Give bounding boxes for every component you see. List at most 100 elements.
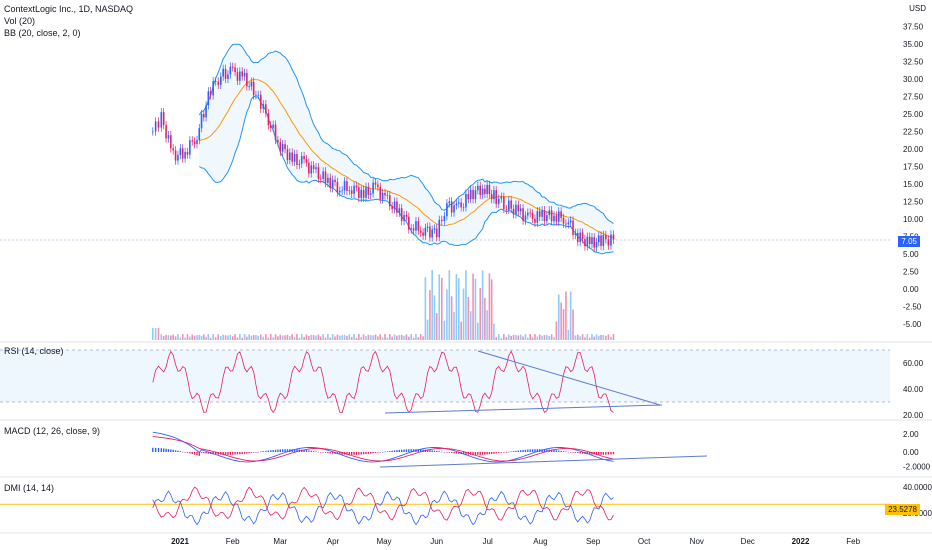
macd-histogram-bar [370,452,372,454]
volume-bar [315,335,317,340]
candle-body [607,239,610,246]
rsi-tick-label: 60.00 [903,359,924,368]
volume-bar [415,334,417,340]
candle-body [193,141,196,145]
volume-bar [265,334,267,340]
rsi-label: RSI (14, close) [4,346,64,356]
candle-body [486,185,488,194]
volume-bar [165,334,167,340]
candle-body [277,140,279,143]
candle-body [367,186,370,195]
time-tick-label: Jun [430,537,443,546]
volume-bar [374,334,377,340]
price-tick-label: 35.00 [903,40,924,49]
macd-histogram-bar [174,450,177,452]
candle-body [605,234,607,240]
volume-bar [460,321,462,340]
volume-bar [388,334,391,340]
candle-body [348,190,351,192]
macd-histogram-bar [303,449,305,452]
candle-body [281,144,284,152]
candle-body [303,156,305,160]
macd-histogram-bar [236,452,239,455]
macd-histogram-bar [572,452,574,453]
candle-body [315,167,317,170]
macd-label: MACD (12, 26, close, 9) [4,426,101,436]
macd-histogram-bar [286,449,289,452]
volume-bar [565,291,567,340]
candle-body [593,237,596,248]
volume-bar [157,328,160,340]
macd-histogram-bar [207,452,210,454]
macd-histogram-bar [353,452,355,455]
candle-body [365,186,367,198]
time-tick-label: Feb [226,537,240,546]
candle-body [157,121,160,128]
candle-body [257,94,259,96]
volume-bar [203,334,205,340]
macd-histogram-bar [579,452,581,454]
candle-body [446,203,448,217]
volume-bar [269,334,272,340]
candle-body [388,195,391,207]
volume-bar [381,337,384,340]
candle-body [557,211,560,222]
volume-bar [384,334,386,340]
dmi-tick-label: 40.0000 [903,483,932,492]
volume-bar [469,311,472,340]
macd-histogram-bar [250,452,253,453]
candle-body [252,81,255,96]
macd-histogram-bar [252,452,255,453]
candle-body [448,201,451,204]
rsi-line [152,350,614,414]
volume-bar [312,335,315,340]
candle-body [600,235,602,246]
candle-body [602,234,605,246]
candle-body [588,236,591,244]
volume-bar [510,335,512,340]
candle-body [289,152,291,161]
macd-histogram-bar [212,452,214,455]
macd-histogram-bar [474,452,477,455]
volume-bar [246,336,248,340]
macd-histogram-bar [410,449,412,452]
time-tick-label: Oct [638,537,651,546]
volume-bar [543,335,546,340]
volume-bar [486,310,488,340]
volume-bar [262,336,265,340]
candle-body [246,72,248,87]
candle-body [362,189,365,198]
candle-body [488,185,491,195]
rsi-trendline-up [384,404,663,414]
candle-body [495,190,497,204]
volume-bar [154,328,157,340]
macd-histogram-bar [484,452,486,455]
chart-title: ContextLogic Inc., 1D, NASDAQ [4,4,134,14]
volume-bar [441,277,443,340]
macd-histogram-bar [167,449,170,452]
volume-bar [234,334,236,340]
candle-body [429,226,431,238]
volume-bar [398,335,401,340]
macd-histogram-bar [534,449,536,452]
macd-histogram-bar [553,450,555,452]
volume-bar [495,337,497,340]
volume-bar [569,291,572,340]
volume-bar [586,334,589,340]
last-price-badge: 7.05 [898,236,920,247]
candle-body [293,153,296,162]
candle-body [500,196,503,199]
price-tick-label: 12.50 [903,198,924,207]
dmi-pane [0,486,890,526]
volume-bar [160,334,163,340]
candle-body [408,216,410,230]
macd-histogram-bar [160,448,162,452]
macd-histogram-bar [574,452,577,453]
volume-bar [274,334,277,340]
candle-body [355,185,358,188]
volume-bar [341,335,343,340]
volume-bar [538,334,541,340]
candle-body [560,211,562,218]
dmi-plus-line [152,490,614,526]
